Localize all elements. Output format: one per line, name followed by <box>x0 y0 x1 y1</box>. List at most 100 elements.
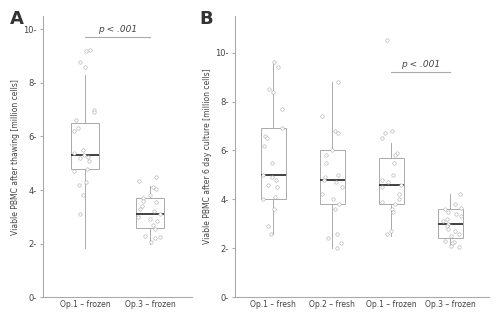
Point <box>82 180 90 185</box>
Point <box>452 212 460 217</box>
Point <box>390 160 398 165</box>
Point <box>156 234 164 239</box>
Text: p < .001: p < .001 <box>98 25 137 34</box>
Point <box>74 126 82 131</box>
Point <box>332 180 340 185</box>
Point <box>134 214 142 220</box>
Bar <box>379 158 404 204</box>
Bar <box>320 150 344 204</box>
Point <box>76 212 84 217</box>
Point <box>271 194 279 199</box>
Point <box>139 198 147 203</box>
Point <box>80 153 88 158</box>
Point <box>263 136 271 141</box>
Point <box>278 106 285 111</box>
Point <box>272 177 280 182</box>
Point <box>270 60 278 65</box>
Point <box>83 166 91 171</box>
Point <box>378 177 386 182</box>
Point <box>86 47 94 52</box>
Point <box>441 238 449 244</box>
Point <box>438 219 446 224</box>
Text: A: A <box>10 11 24 28</box>
Point <box>261 133 269 138</box>
Point <box>81 64 89 69</box>
Point <box>389 172 397 178</box>
Point <box>395 192 403 197</box>
Point <box>79 193 87 198</box>
Text: p < .001: p < .001 <box>402 60 440 69</box>
Point <box>388 128 396 133</box>
Point <box>378 136 386 141</box>
Point <box>82 48 90 53</box>
Point <box>444 209 452 214</box>
Point <box>151 226 159 231</box>
Point <box>138 204 146 209</box>
Point <box>318 114 326 119</box>
Point <box>141 233 149 238</box>
Point <box>268 175 276 180</box>
Point <box>338 185 346 190</box>
Point <box>80 147 88 152</box>
Point <box>76 155 84 160</box>
Y-axis label: Viable PBMC after thawing [million cells]: Viable PBMC after thawing [million cells… <box>11 79 20 235</box>
Point <box>447 234 455 239</box>
Point <box>70 150 78 155</box>
Point <box>146 217 154 222</box>
Point <box>321 175 329 180</box>
Point <box>134 178 142 183</box>
Point <box>151 236 159 241</box>
Point <box>260 143 268 148</box>
Point <box>90 110 98 115</box>
Point <box>146 193 154 198</box>
Point <box>396 197 404 202</box>
Point <box>76 59 84 64</box>
Point <box>334 131 342 136</box>
Point <box>383 231 391 236</box>
Point <box>450 240 458 245</box>
Point <box>136 206 144 211</box>
Point <box>149 185 157 190</box>
Point <box>390 153 398 158</box>
Point <box>440 207 448 212</box>
Point <box>140 196 147 201</box>
Point <box>333 246 341 251</box>
Point <box>274 65 281 70</box>
Point <box>268 160 276 165</box>
Point <box>90 107 98 112</box>
Point <box>153 218 161 223</box>
Point <box>334 79 342 84</box>
Point <box>444 226 452 231</box>
Bar <box>136 198 164 228</box>
Point <box>451 228 459 234</box>
Point <box>273 185 281 190</box>
Point <box>320 177 328 182</box>
Point <box>147 240 155 245</box>
Point <box>318 192 326 197</box>
Point <box>390 202 398 207</box>
Point <box>84 154 92 159</box>
Point <box>397 182 405 187</box>
Point <box>394 150 402 156</box>
Point <box>259 197 267 202</box>
Point <box>337 241 345 246</box>
Point <box>324 236 332 241</box>
Bar <box>261 128 285 199</box>
Bar <box>438 209 463 238</box>
Point <box>76 182 84 187</box>
Bar <box>71 123 99 169</box>
Point <box>152 200 160 205</box>
Point <box>259 172 267 178</box>
Point <box>70 129 78 134</box>
Point <box>334 172 342 178</box>
Point <box>264 87 272 92</box>
Point <box>70 169 78 174</box>
Point <box>328 197 336 202</box>
Point <box>390 209 398 214</box>
Point <box>442 216 450 221</box>
Point <box>72 118 80 123</box>
Point <box>85 158 93 163</box>
Point <box>335 202 343 207</box>
Point <box>328 148 336 153</box>
Point <box>270 89 278 94</box>
